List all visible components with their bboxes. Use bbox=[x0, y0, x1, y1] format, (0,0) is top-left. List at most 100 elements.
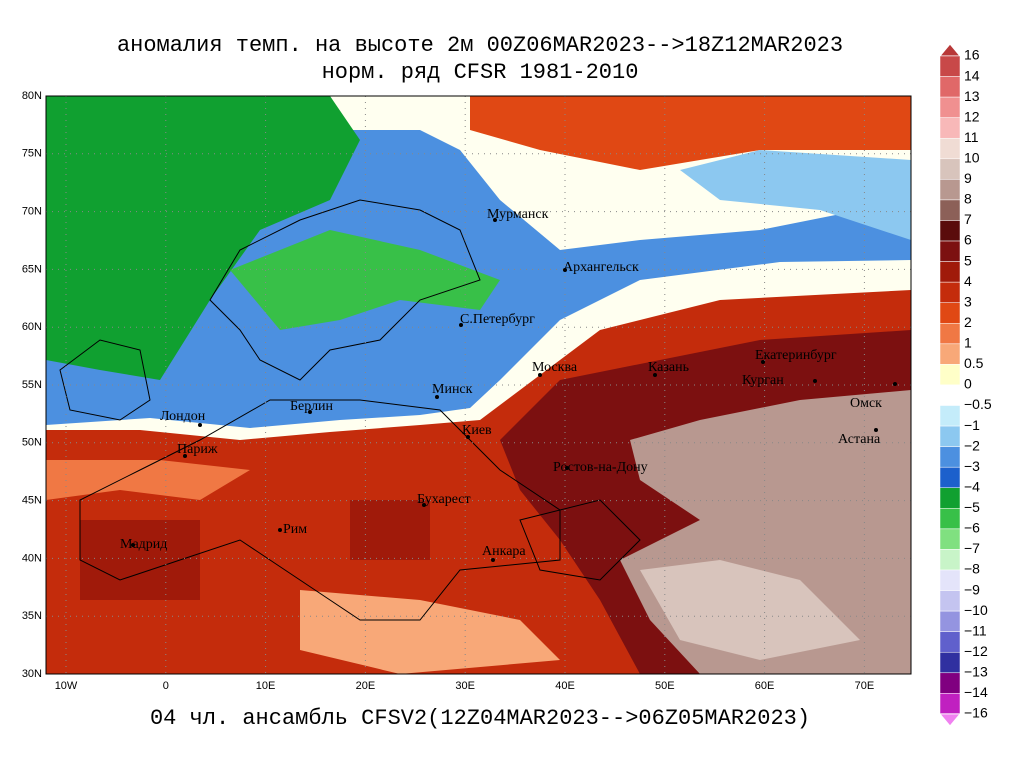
city-dot bbox=[278, 528, 282, 532]
field-peach bbox=[300, 590, 560, 674]
colorbar-box bbox=[939, 323, 961, 345]
city-label: Рим bbox=[283, 522, 307, 537]
colorbar-box bbox=[939, 672, 961, 694]
city-label: Киев bbox=[462, 423, 492, 438]
colorbar-label: −3 bbox=[964, 458, 980, 474]
city-dot bbox=[183, 454, 187, 458]
colorbar-label: 5 bbox=[964, 252, 972, 268]
lon-label: 60E bbox=[755, 680, 775, 692]
colorbar-label: 0 bbox=[964, 376, 972, 392]
lat-label: 35N bbox=[22, 610, 42, 622]
colorbar-label: 16 bbox=[964, 47, 980, 63]
city-label: Анкара bbox=[482, 544, 526, 559]
lat-label: 70N bbox=[22, 206, 42, 218]
colorbar-label: 7 bbox=[964, 211, 972, 227]
colorbar-box bbox=[939, 364, 961, 386]
colorbar-label: −6 bbox=[964, 520, 980, 536]
colorbar-label: −14 bbox=[964, 684, 988, 700]
city-label: С.Петербург bbox=[460, 312, 535, 327]
colorbar-box bbox=[939, 487, 961, 509]
city-label: Мурманск bbox=[487, 207, 549, 222]
colorbar-box bbox=[939, 199, 961, 221]
coastlines bbox=[59, 199, 641, 621]
colorbar-label: 11 bbox=[964, 129, 979, 145]
city-dot bbox=[874, 428, 878, 432]
title: аномалия темп. на высоте 2м 00Z06MAR2023… bbox=[117, 33, 843, 58]
city-dot bbox=[813, 379, 817, 383]
city-dot bbox=[491, 558, 495, 562]
colorbar-box bbox=[939, 528, 961, 550]
field-ltblue bbox=[680, 150, 911, 240]
colorbar-box bbox=[939, 466, 961, 489]
city-label: Мадрид bbox=[120, 537, 167, 552]
city-label: Казань bbox=[648, 360, 689, 375]
lon-label: 10W bbox=[55, 680, 78, 692]
colorbar-box bbox=[939, 610, 961, 632]
lat-label: 50N bbox=[22, 437, 42, 449]
colorbar-box bbox=[939, 158, 961, 180]
colorbar-box bbox=[939, 281, 961, 303]
colorbar-label: −7 bbox=[964, 540, 980, 556]
colorbar-label: −11 bbox=[964, 622, 987, 638]
colorbar-label: −2 bbox=[964, 437, 980, 453]
colorbar-box bbox=[939, 549, 961, 571]
colorbar-box bbox=[939, 569, 961, 591]
colorbar-label: −8 bbox=[964, 561, 980, 577]
field-green bbox=[46, 96, 360, 380]
city-label: Лондон bbox=[160, 409, 206, 424]
city-label: Бухарест bbox=[417, 492, 471, 507]
colorbar-label: −4 bbox=[964, 478, 980, 494]
colorbar-label: −13 bbox=[964, 664, 988, 680]
subtitle: норм. ряд CFSR 1981-2010 bbox=[322, 60, 639, 85]
city-dot bbox=[538, 373, 542, 377]
colorbar-box bbox=[939, 425, 961, 447]
city-dot bbox=[466, 435, 470, 439]
city-label: Екатеринбург bbox=[755, 348, 837, 363]
city-dot bbox=[565, 466, 569, 470]
lat-label: 40N bbox=[22, 552, 42, 564]
colorbar-label: 0.5 bbox=[964, 355, 984, 371]
field-orange bbox=[470, 96, 911, 170]
city-dot bbox=[308, 410, 312, 414]
colorbar-box bbox=[939, 220, 961, 242]
colorbar-label: −10 bbox=[964, 602, 988, 618]
colorbar-box bbox=[939, 508, 961, 530]
lat-label: 45N bbox=[22, 495, 42, 507]
colorbar-box bbox=[939, 693, 961, 715]
lon-label: 0 bbox=[163, 680, 169, 692]
lat-label: 30N bbox=[22, 668, 42, 680]
colorbar-label: −0.5 bbox=[964, 396, 992, 412]
city-label: Курган bbox=[742, 373, 784, 388]
colorbar-label: −9 bbox=[964, 581, 980, 597]
map-field bbox=[46, 96, 911, 674]
colorbar-box bbox=[939, 117, 961, 139]
field-ltorange bbox=[46, 460, 250, 500]
colorbar-box bbox=[939, 405, 961, 427]
field-ltbrown bbox=[640, 560, 860, 660]
city-dot bbox=[422, 503, 426, 507]
colorbar-label: 4 bbox=[964, 273, 972, 289]
city-dot bbox=[459, 323, 463, 327]
city-dot bbox=[653, 373, 657, 377]
colorbar-label: −1 bbox=[964, 417, 980, 433]
colorbar-box bbox=[939, 137, 961, 160]
colorbar-label: 10 bbox=[964, 150, 980, 166]
colorbar-box bbox=[939, 384, 961, 406]
colorbar-box bbox=[939, 55, 961, 77]
colorbar-box bbox=[939, 76, 961, 98]
colorbar-label: 6 bbox=[964, 232, 972, 248]
lat-label: 65N bbox=[22, 263, 42, 275]
colorbar-label: 8 bbox=[964, 191, 972, 207]
field-green-2 bbox=[230, 230, 500, 330]
colorbar-label: 13 bbox=[964, 88, 980, 104]
city-dot bbox=[131, 543, 135, 547]
colorbar-label: 3 bbox=[964, 293, 972, 309]
colorbar-label: −5 bbox=[964, 499, 980, 515]
city-dot bbox=[563, 268, 567, 272]
colorbar-label: 1 bbox=[964, 335, 972, 351]
colorbar-box bbox=[939, 179, 961, 201]
colorbar-label: 12 bbox=[964, 108, 980, 124]
lon-label: 50E bbox=[655, 680, 675, 692]
city-dot bbox=[761, 360, 765, 364]
